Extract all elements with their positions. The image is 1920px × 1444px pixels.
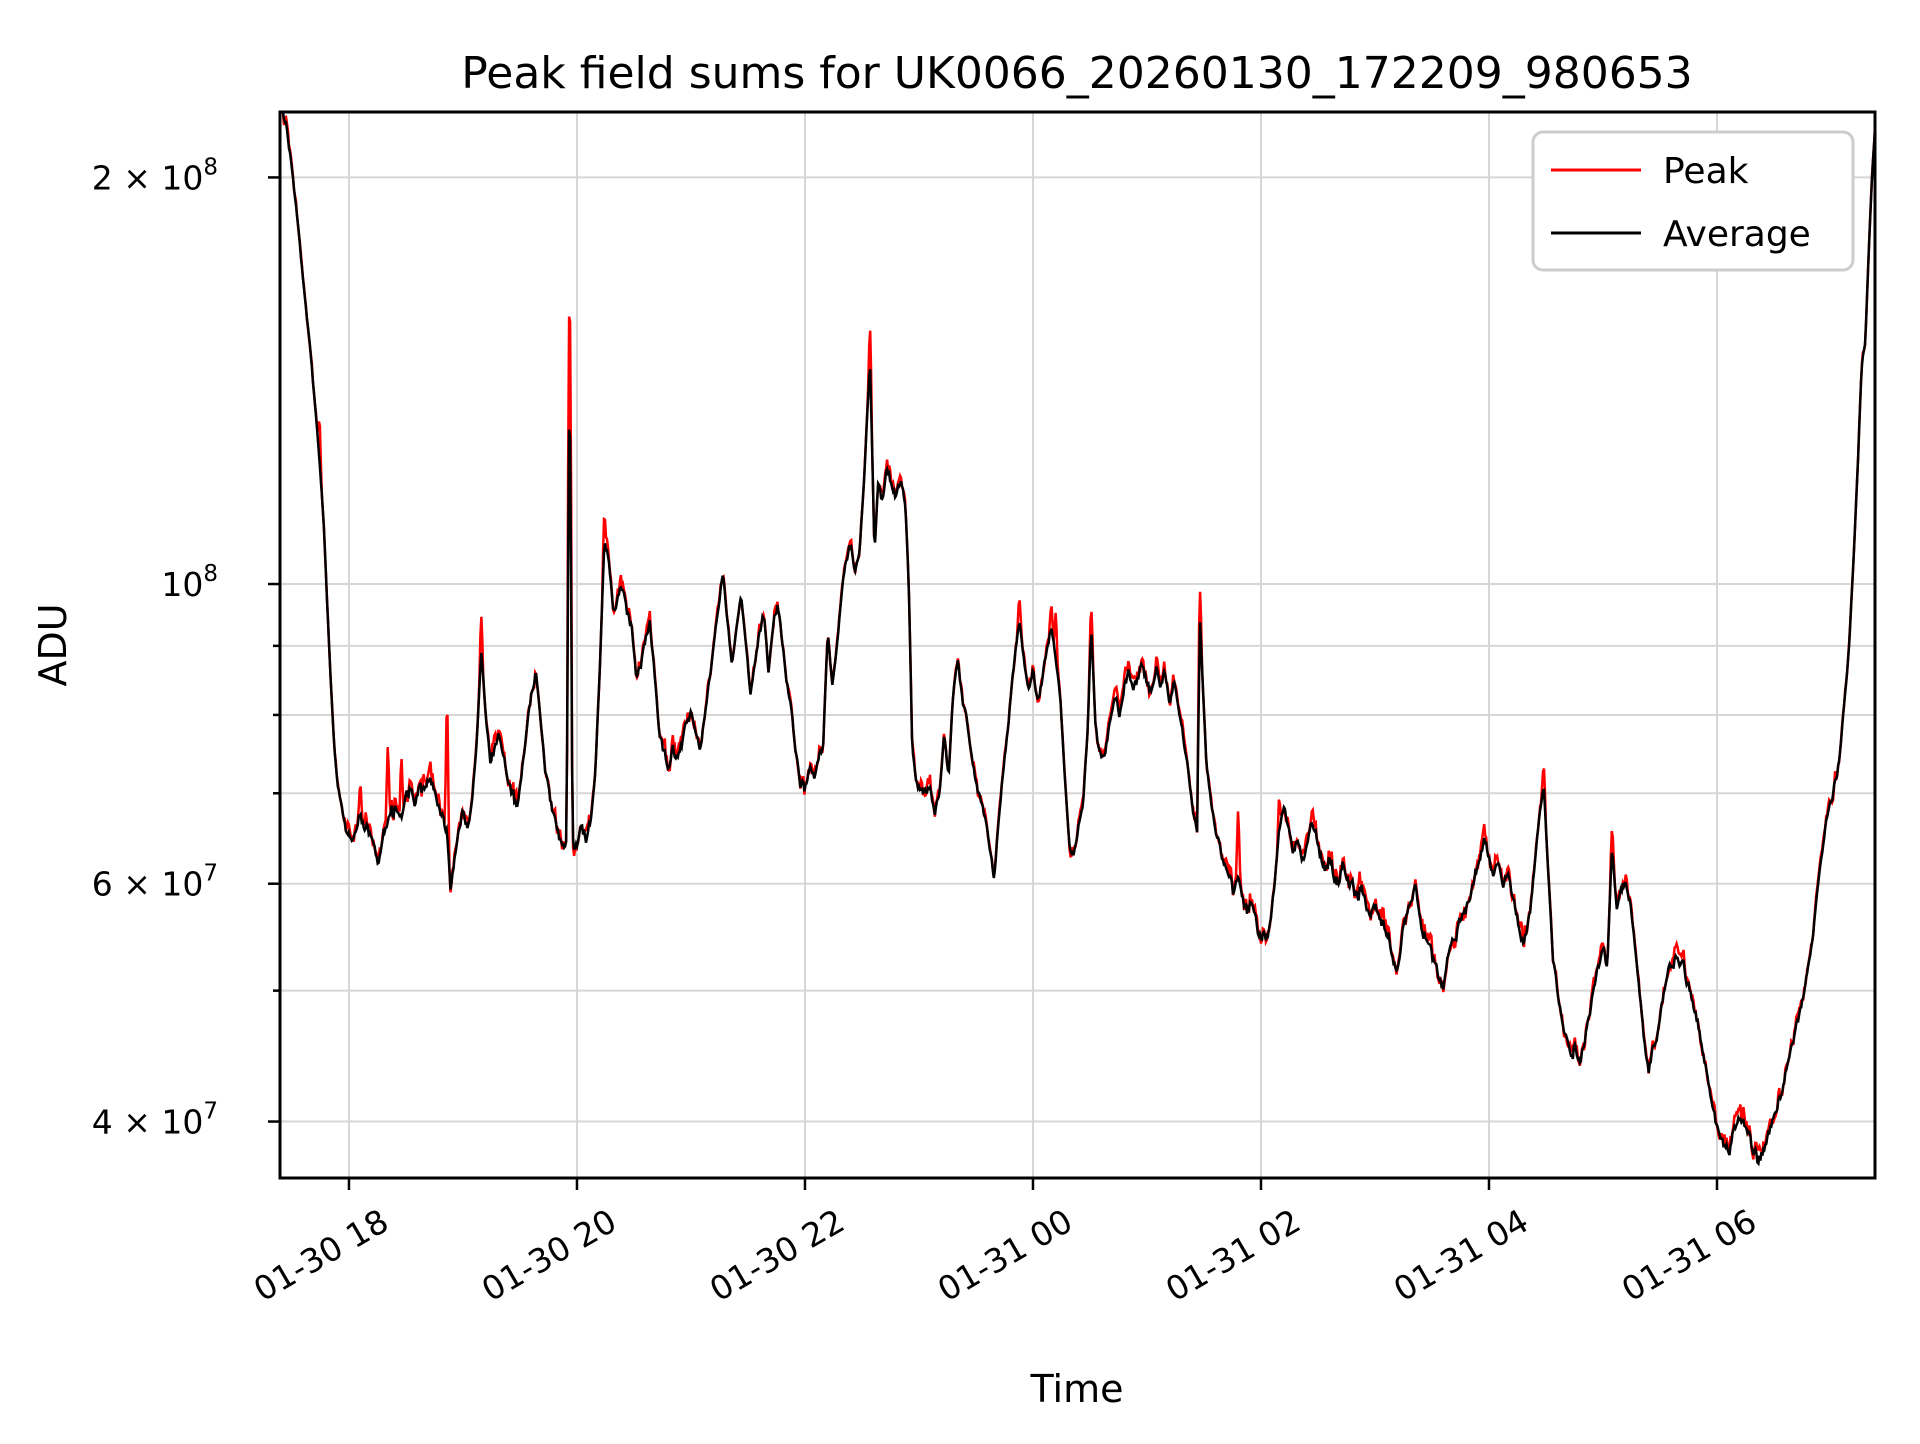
y-tick-label: 2 × 108 — [92, 154, 218, 197]
grid-lines — [280, 112, 1875, 1178]
y-tick-label: 4 × 107 — [92, 1099, 218, 1142]
y-tick-labels: 2 × 108 108 6 × 107 4 × 107 — [92, 154, 218, 1141]
y-tick-label: 6 × 107 — [92, 861, 218, 904]
axis-ticks — [268, 176, 1719, 1190]
legend-box — [1531, 130, 1855, 272]
legend-label-average: Average — [1663, 214, 1811, 255]
legend-label-peak: Peak — [1663, 151, 1749, 192]
x-axis-label: Time — [1030, 1367, 1124, 1411]
y-axis-label: ADU — [31, 603, 75, 686]
data-series — [280, 112, 1875, 1167]
chart-title: Peak field sums for UK0066_20260130_1722… — [461, 48, 1692, 99]
y-tick-label: 108 — [161, 561, 218, 604]
average-line — [280, 112, 1875, 1167]
legend: Peak Average — [1531, 130, 1855, 272]
